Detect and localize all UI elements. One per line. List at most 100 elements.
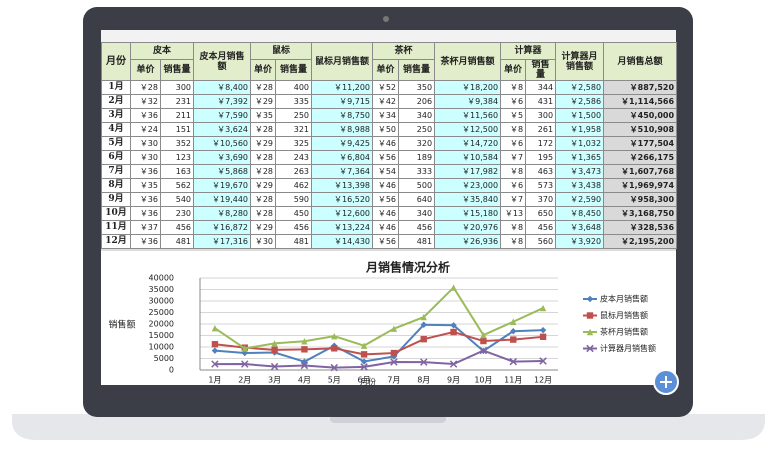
subheader: 单价 — [372, 59, 400, 81]
cell: ￥3,473 — [555, 164, 605, 179]
cell: ￥1,032 — [555, 136, 605, 151]
cell: ￥56 — [372, 150, 400, 165]
month-cell: 4月 — [101, 122, 131, 137]
cell: ￥7 — [500, 192, 527, 207]
y-tick-label: 10000 — [149, 343, 174, 352]
cell: ￥510,908 — [603, 122, 678, 137]
cell: ￥17,982 — [434, 164, 502, 179]
group-header: 皮本 — [129, 42, 195, 60]
marker — [331, 345, 338, 352]
cell: ￥29 — [250, 94, 277, 109]
laptop-base — [12, 414, 765, 440]
month-cell: 12月 — [101, 234, 131, 249]
data-row: 4月 ￥24 151 ￥3,624 ￥28 321 ￥8,988 ￥50 250 ￥12,500 ￥… — [101, 122, 678, 137]
marker — [241, 345, 248, 352]
month-cell: 7月 — [101, 164, 131, 179]
cell: ￥1,365 — [555, 150, 605, 165]
data-row: 10月 ￥36 230 ￥8,280 ￥28 450 ￥12,600 ￥46 340 ￥15,18… — [101, 206, 678, 221]
cell: ￥30 — [130, 150, 161, 165]
cell: ￥18,200 — [434, 80, 502, 95]
cell: ￥42 — [372, 94, 400, 109]
marker — [449, 360, 458, 368]
cell: ￥887,520 — [603, 80, 678, 95]
cell: ￥3,624 — [193, 122, 252, 137]
legend-marker — [586, 312, 594, 319]
marker — [360, 351, 368, 358]
marker — [510, 327, 517, 335]
cell: 456 — [398, 220, 436, 235]
cell: 462 — [275, 178, 313, 193]
x-tick-label: 9月 — [447, 376, 460, 385]
cell: 456 — [275, 220, 313, 235]
marker — [420, 313, 427, 321]
cell: ￥1,958 — [555, 122, 605, 137]
x-tick-label: 8月 — [417, 376, 430, 385]
sheet-top — [101, 30, 676, 42]
cell: ￥8 — [500, 234, 527, 249]
cell: 163 — [159, 164, 195, 179]
cell: ￥29 — [250, 136, 277, 151]
data-row: 12月 ￥36 481 ￥17,316 ￥30 481 ￥14,430 ￥56 481 ￥26,9… — [101, 234, 678, 249]
cell: ￥266,175 — [603, 150, 678, 165]
cell: ￥35,840 — [434, 192, 502, 207]
marker — [510, 336, 517, 343]
chart: 月销售情况分析 销售额 月份 0 5000 10000 15000 20000 25000… — [108, 260, 656, 387]
cell: 400 — [275, 80, 313, 95]
cell: ￥9,715 — [311, 94, 374, 109]
subheader: 销售量 — [398, 59, 436, 81]
header-row: 月份 皮本 皮本月销售额 鼠标 鼠标月销售额 茶杯 茶杯月销售额 计算器 计算器月销售额 月销售总… — [101, 42, 678, 81]
cell: ￥29 — [250, 220, 277, 235]
y-tick-label: 0 — [169, 366, 174, 375]
subheader: 销售量 — [525, 59, 557, 81]
marker — [360, 363, 368, 371]
cell: 573 — [525, 178, 557, 193]
cell: ￥8 — [500, 80, 527, 95]
cell: ￥20,976 — [434, 220, 502, 235]
month-cell: 10月 — [101, 206, 131, 221]
subheader: 单价 — [500, 59, 527, 81]
x-axis-title: 月份 — [360, 377, 376, 387]
marker — [211, 324, 219, 332]
cell: 340 — [398, 206, 436, 221]
marker — [420, 321, 427, 328]
cell: ￥11,560 — [434, 108, 502, 123]
cell: ￥3,920 — [555, 234, 605, 249]
group-header: 鼠标 — [250, 42, 313, 60]
cell: ￥2,590 — [555, 192, 605, 207]
cell: ￥177,504 — [603, 136, 678, 151]
series-line — [214, 330, 544, 356]
marker — [450, 284, 457, 291]
cell: ￥36 — [130, 108, 161, 123]
marker — [450, 328, 457, 336]
marker — [211, 360, 219, 368]
legend-label: 茶杯月销售额 — [600, 327, 648, 337]
cell: ￥11,200 — [311, 80, 374, 95]
cell: 320 — [398, 136, 436, 151]
x-tick-label: 3月 — [268, 376, 281, 385]
cell: ￥16,872 — [193, 220, 252, 235]
subheader: 销售量 — [159, 59, 195, 81]
cell: ￥2,586 — [555, 94, 605, 109]
legend-marker — [586, 328, 594, 336]
x-tick-label: 12月 — [534, 376, 552, 385]
cell: ￥3,690 — [193, 150, 252, 165]
subheader: 销售量 — [275, 59, 313, 81]
cell: ￥30 — [250, 234, 277, 249]
cell: 243 — [275, 150, 313, 165]
marker — [450, 322, 457, 329]
cell: 300 — [525, 108, 557, 123]
cell: ￥19,670 — [193, 178, 252, 193]
cell: 370 — [525, 192, 557, 207]
cell: ￥28 — [130, 80, 161, 95]
cell: ￥17,316 — [193, 234, 252, 249]
cell: ￥13,224 — [311, 220, 374, 235]
cell: 431 — [525, 94, 557, 109]
marker — [241, 360, 249, 368]
cell: ￥8,400 — [193, 80, 252, 95]
cell: 151 — [159, 122, 195, 137]
cell: 481 — [159, 234, 195, 249]
cell: 456 — [525, 220, 557, 235]
cell: ￥36 — [130, 234, 161, 249]
cell: ￥36 — [130, 164, 161, 179]
